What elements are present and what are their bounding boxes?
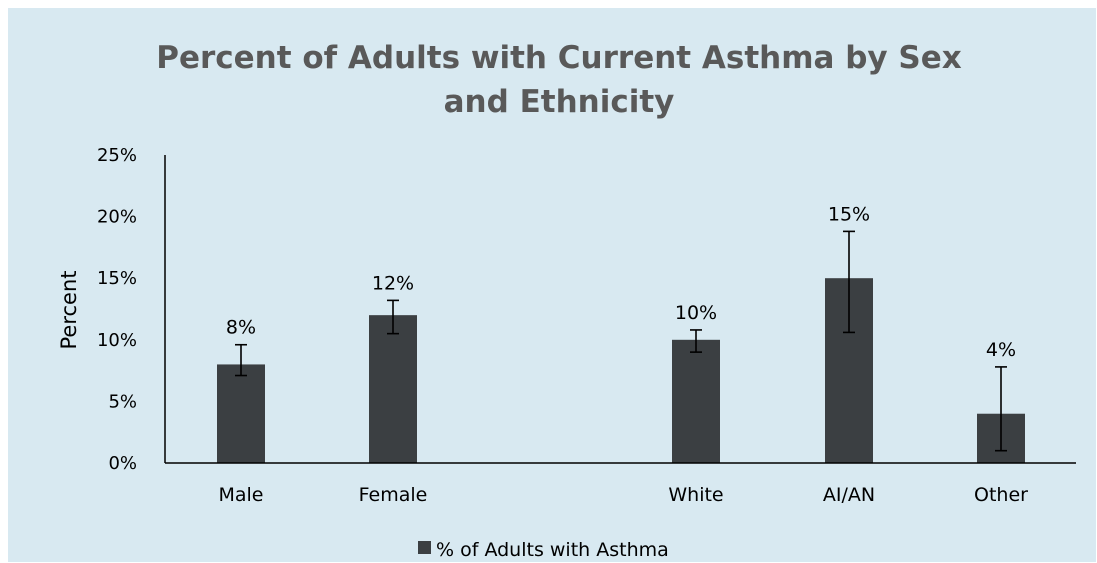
y-tick-label: 0% — [108, 453, 137, 474]
error-bar — [995, 366, 1007, 452]
error-bar — [387, 299, 399, 335]
bar-white — [672, 339, 720, 463]
y-tick-label: 20% — [97, 207, 137, 228]
category-label: Other — [974, 484, 1028, 506]
bars — [217, 278, 1025, 463]
error-bar — [235, 343, 247, 377]
data-label: 8% — [226, 317, 256, 339]
category-label: Male — [218, 484, 263, 506]
error-bar — [690, 329, 702, 353]
asthma-bar-chart: Percent of Adults with Current Asthma by… — [57, 40, 1076, 561]
error-bars — [235, 230, 1007, 452]
data-labels: 8% 12% 10% 15% 4% — [226, 203, 1016, 361]
category-label: White — [668, 484, 723, 506]
legend: % of Adults with Asthma — [418, 539, 669, 561]
bar-male — [217, 364, 265, 463]
bar-female — [369, 315, 417, 463]
y-tick-label: 25% — [97, 145, 137, 166]
legend-label: % of Adults with Asthma — [436, 539, 669, 561]
error-bar — [843, 230, 855, 334]
data-label: 15% — [828, 203, 870, 225]
data-label: 4% — [986, 339, 1016, 361]
category-label: AI/AN — [823, 484, 875, 506]
chart-title-line-2: and Ethnicity — [444, 84, 675, 120]
category-labels: Male Female White AI/AN Other — [218, 484, 1028, 506]
chart-title-line-1: Percent of Adults with Current Asthma by… — [156, 40, 962, 76]
y-tick-label: 5% — [108, 391, 137, 412]
y-tick-labels: 0% 5% 10% 15% 20% 25% — [97, 145, 137, 474]
y-tick-label: 15% — [97, 268, 137, 289]
chart-area: Percent of Adults with Current Asthma by… — [8, 8, 1096, 562]
legend-swatch — [418, 541, 431, 554]
data-label: 10% — [675, 302, 717, 324]
y-tick-label: 10% — [97, 330, 137, 351]
y-axis-label: Percent — [57, 270, 81, 349]
data-label: 12% — [372, 272, 414, 294]
category-label: Female — [359, 484, 428, 506]
